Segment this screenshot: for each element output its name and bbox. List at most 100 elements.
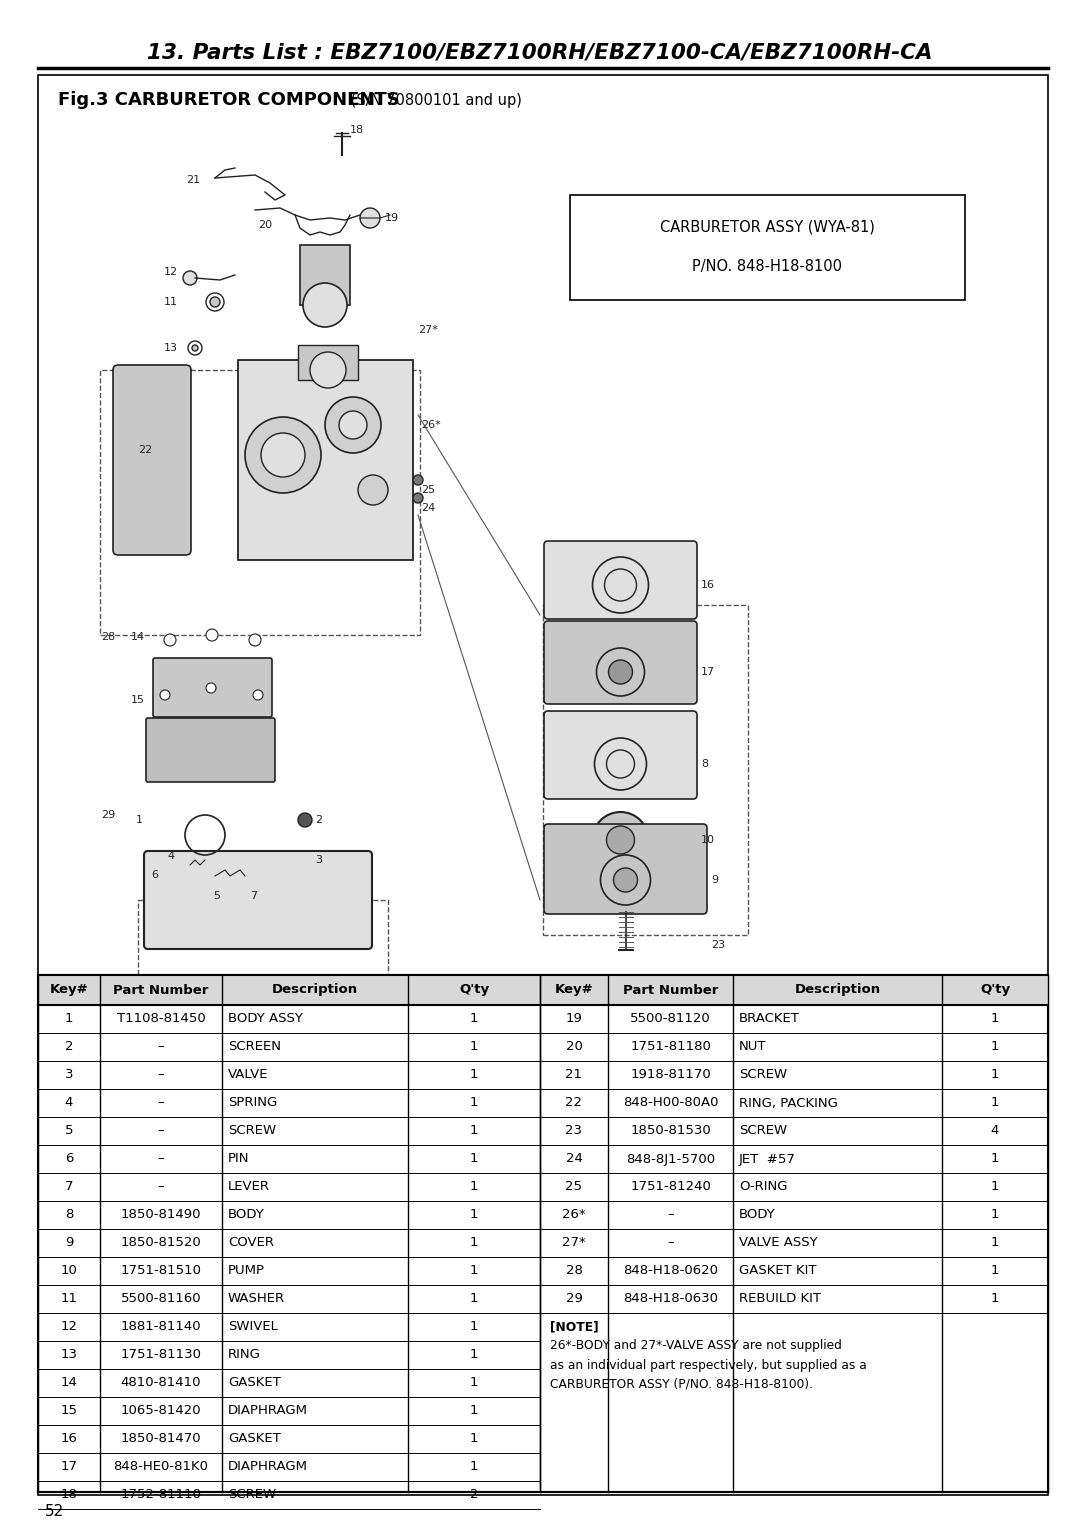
Text: 3: 3 — [65, 1068, 73, 1082]
Text: 19: 19 — [566, 1012, 582, 1025]
Text: 2: 2 — [315, 815, 322, 826]
Text: BODY: BODY — [228, 1209, 265, 1221]
Text: 1: 1 — [990, 1012, 999, 1025]
Text: 1: 1 — [470, 1068, 478, 1082]
Text: 1: 1 — [470, 1349, 478, 1361]
Text: 1: 1 — [470, 1209, 478, 1221]
Text: 9: 9 — [65, 1236, 73, 1250]
Text: JET  #57: JET #57 — [739, 1152, 796, 1166]
Bar — [543, 604, 748, 935]
Circle shape — [608, 661, 633, 684]
Text: Description: Description — [795, 983, 880, 996]
Text: 848-H18-0630: 848-H18-0630 — [623, 1293, 718, 1306]
Text: 1: 1 — [990, 1236, 999, 1250]
Text: as an individual part respectively, but supplied as a: as an individual part respectively, but … — [550, 1358, 867, 1372]
Text: PIN: PIN — [228, 1152, 249, 1166]
Text: 29: 29 — [566, 1293, 582, 1306]
Text: 1: 1 — [470, 1125, 478, 1137]
Text: Part Number: Part Number — [113, 983, 208, 996]
Text: 5: 5 — [65, 1125, 73, 1137]
Circle shape — [310, 353, 346, 388]
Text: 26*: 26* — [421, 420, 441, 430]
Circle shape — [339, 410, 367, 439]
Text: 10: 10 — [60, 1265, 78, 1277]
FancyBboxPatch shape — [113, 365, 191, 555]
Text: 13: 13 — [60, 1349, 78, 1361]
Circle shape — [303, 282, 347, 327]
Text: 12: 12 — [60, 1320, 78, 1334]
Text: –: – — [667, 1236, 674, 1250]
Bar — [38, 975, 1048, 1492]
Text: –: – — [158, 1125, 164, 1137]
Text: 1: 1 — [470, 1404, 478, 1418]
Text: 1: 1 — [470, 1320, 478, 1334]
Text: REBUILD KIT: REBUILD KIT — [739, 1293, 821, 1306]
Circle shape — [593, 812, 648, 868]
Text: 17: 17 — [60, 1460, 78, 1474]
Text: 26*-BODY and 27*-VALVE ASSY are not supplied: 26*-BODY and 27*-VALVE ASSY are not supp… — [550, 1340, 842, 1352]
Text: Q'ty: Q'ty — [980, 983, 1010, 996]
Text: GASKET: GASKET — [228, 1433, 281, 1445]
Text: 1: 1 — [990, 1265, 999, 1277]
Text: 1: 1 — [990, 1152, 999, 1166]
Text: 13: 13 — [164, 343, 178, 353]
Text: 20: 20 — [258, 220, 272, 230]
Text: 24: 24 — [566, 1152, 582, 1166]
Text: 19: 19 — [384, 214, 400, 223]
Text: 9: 9 — [711, 874, 718, 885]
Text: RING, PACKING: RING, PACKING — [739, 1097, 838, 1109]
Text: SCREW: SCREW — [739, 1068, 787, 1082]
Text: 848-HE0-81K0: 848-HE0-81K0 — [113, 1460, 208, 1474]
Text: Key#: Key# — [555, 983, 593, 996]
Text: [NOTE]: [NOTE] — [550, 1320, 598, 1334]
Text: –: – — [158, 1068, 164, 1082]
Text: 4: 4 — [990, 1125, 999, 1137]
Text: 21: 21 — [566, 1068, 582, 1082]
Text: 25: 25 — [421, 485, 435, 494]
Text: 848-H18-0620: 848-H18-0620 — [623, 1265, 718, 1277]
Text: 52: 52 — [45, 1505, 64, 1520]
Bar — [38, 975, 1048, 1006]
Text: 21: 21 — [186, 175, 200, 185]
Text: SCREW: SCREW — [228, 1488, 276, 1502]
Text: 10: 10 — [701, 835, 715, 845]
Text: 4: 4 — [167, 852, 175, 861]
Circle shape — [325, 397, 381, 453]
Text: 1: 1 — [990, 1041, 999, 1053]
Text: 4: 4 — [65, 1097, 73, 1109]
Text: 848-8J1-5700: 848-8J1-5700 — [626, 1152, 715, 1166]
Text: P/NO. 848-H18-8100: P/NO. 848-H18-8100 — [692, 259, 842, 275]
Bar — [100, 369, 420, 635]
Text: 6: 6 — [65, 1152, 73, 1166]
Text: 20: 20 — [566, 1041, 582, 1053]
Text: 1065-81420: 1065-81420 — [121, 1404, 201, 1418]
Text: O-RING: O-RING — [739, 1181, 787, 1193]
Text: (S/N 70800101 and up): (S/N 70800101 and up) — [346, 93, 522, 107]
Circle shape — [413, 475, 423, 485]
Text: 22: 22 — [566, 1097, 582, 1109]
Text: –: – — [158, 1097, 164, 1109]
Text: 1751-81180: 1751-81180 — [630, 1041, 711, 1053]
Text: 26*: 26* — [563, 1209, 585, 1221]
Text: 1: 1 — [470, 1293, 478, 1306]
Text: 11: 11 — [164, 298, 178, 307]
Text: DIAPHRAGM: DIAPHRAGM — [228, 1404, 308, 1418]
Text: 1: 1 — [470, 1041, 478, 1053]
Text: 11: 11 — [60, 1293, 78, 1306]
Text: 1: 1 — [470, 1181, 478, 1193]
Text: 6: 6 — [151, 870, 158, 881]
Text: 1: 1 — [470, 1097, 478, 1109]
Text: 2: 2 — [65, 1041, 73, 1053]
Circle shape — [298, 813, 312, 827]
Text: 1881-81140: 1881-81140 — [121, 1320, 201, 1334]
Text: SPRING: SPRING — [228, 1097, 278, 1109]
Text: Key#: Key# — [50, 983, 89, 996]
Text: 5: 5 — [213, 891, 220, 900]
Text: 7: 7 — [249, 891, 257, 900]
FancyBboxPatch shape — [544, 621, 697, 703]
Text: 1: 1 — [470, 1236, 478, 1250]
Text: 13. Parts List : EBZ7100/EBZ7100RH/EBZ7100-CA/EBZ7100RH-CA: 13. Parts List : EBZ7100/EBZ7100RH/EBZ71… — [147, 43, 933, 63]
Text: PUMP: PUMP — [228, 1265, 265, 1277]
Circle shape — [183, 272, 197, 285]
Text: 3: 3 — [315, 855, 322, 865]
